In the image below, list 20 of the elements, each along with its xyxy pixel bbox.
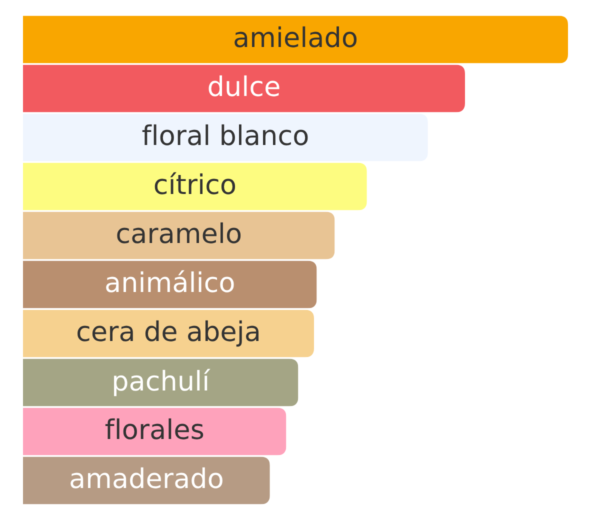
y-tick-label: animálico — [106, 270, 234, 292]
y-tick-label: floral blanco — [142, 124, 308, 146]
y-tick-label: florales — [105, 418, 204, 440]
y-tick-label: cera de abeja — [78, 320, 259, 347]
bar — [23, 64, 465, 112]
bar — [23, 114, 428, 162]
y-tick-label: amielado — [234, 26, 357, 48]
y-tick-label: amaderado — [70, 467, 222, 488]
bar — [23, 212, 335, 260]
bar — [23, 310, 314, 358]
y-tick-label: pachulí — [114, 368, 210, 396]
bar — [23, 16, 568, 64]
y-tick-label: cítrico — [154, 172, 236, 194]
y-tick-label: caramelo — [117, 222, 241, 244]
bar — [23, 260, 317, 308]
bar — [23, 162, 367, 210]
bar — [23, 358, 298, 406]
y-tick-label: dulce — [208, 75, 280, 96]
bar — [23, 408, 286, 456]
bar — [23, 456, 270, 504]
